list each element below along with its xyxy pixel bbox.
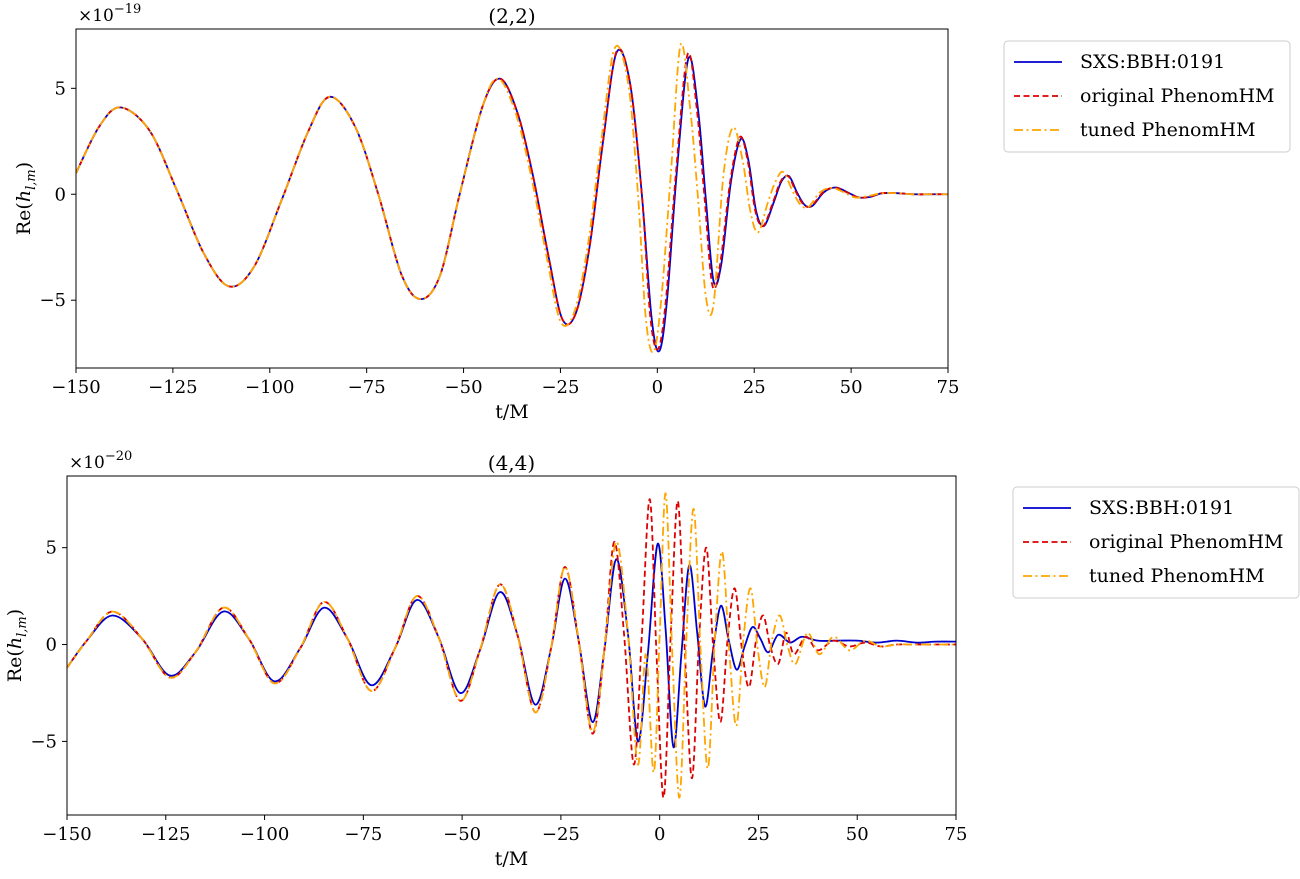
x-tick-label: −25 bbox=[542, 824, 580, 845]
y-tick-label: 5 bbox=[46, 538, 57, 559]
y-label-main: Re( bbox=[4, 649, 26, 682]
y-axis-label: Re(hl,m) bbox=[13, 162, 39, 235]
x-tick-label: 75 bbox=[937, 377, 960, 398]
legend: SXS:BBH:0191 original PhenomHM tuned Pheno… bbox=[1012, 486, 1300, 599]
x-tick-label: 25 bbox=[747, 824, 770, 845]
legend-label-1: SXS:BBH:0191 bbox=[1080, 51, 1225, 73]
scale-label: ×10−19 bbox=[78, 2, 141, 26]
series-line-2 bbox=[67, 498, 956, 799]
x-axis-label: t/M bbox=[495, 848, 529, 870]
y-label-close: ) bbox=[4, 609, 26, 616]
legend-label-3: tuned PhenomHM bbox=[1080, 119, 1256, 141]
series-group bbox=[67, 492, 956, 799]
scale-base: ×10 bbox=[69, 453, 105, 473]
x-tick-label: 25 bbox=[743, 377, 766, 398]
scale-exponent: −20 bbox=[105, 449, 132, 464]
y-tick-label: 0 bbox=[46, 635, 57, 656]
legend-label-3: tuned PhenomHM bbox=[1089, 565, 1265, 587]
y-tick-label: 5 bbox=[55, 78, 66, 99]
x-tick-label: −100 bbox=[245, 377, 294, 398]
x-tick-label: 50 bbox=[846, 824, 869, 845]
series-group bbox=[76, 42, 948, 354]
legend: SXS:BBH:0191 original PhenomHM tuned Pheno… bbox=[1003, 40, 1291, 153]
y-label-h: h bbox=[13, 190, 35, 202]
y-label-close: ) bbox=[13, 162, 35, 169]
x-tick-label: −125 bbox=[141, 824, 190, 845]
series-line-3 bbox=[67, 492, 956, 799]
y-label-h: h bbox=[4, 637, 26, 649]
x-tick-label: 0 bbox=[652, 377, 663, 398]
series-line-1 bbox=[67, 542, 956, 749]
x-tick-label: −125 bbox=[148, 377, 197, 398]
y-label-sub: l,m bbox=[15, 616, 30, 637]
x-tick-label: −50 bbox=[443, 824, 481, 845]
legend-label-2: original PhenomHM bbox=[1089, 531, 1284, 553]
plot-frame bbox=[75, 28, 949, 369]
scale-base: ×10 bbox=[78, 6, 114, 26]
x-tick-label: 50 bbox=[840, 377, 863, 398]
chart-panel-1: −150 −125 −100 −75 −50 −25 0 25 50 75−505(2,2)×10… bbox=[13, 2, 1291, 423]
x-tick-label: −150 bbox=[51, 377, 100, 398]
plot-frame bbox=[66, 475, 957, 816]
y-tick-label: 0 bbox=[55, 184, 66, 205]
legend-box bbox=[1003, 40, 1291, 153]
chart-panel-2: −150 −125 −100 −75 −50 −25 0 25 50 75−505(4,4)×10… bbox=[4, 449, 1300, 870]
y-axis-label: Re(hl,m) bbox=[4, 609, 30, 682]
y-label-main: Re( bbox=[13, 202, 35, 235]
legend-label-2: original PhenomHM bbox=[1080, 85, 1275, 107]
y-label-sub: l,m bbox=[24, 169, 39, 190]
legend-box bbox=[1012, 486, 1300, 599]
y-tick-label: −5 bbox=[30, 731, 57, 752]
x-tick-label: 75 bbox=[945, 824, 968, 845]
chart-title: (2,2) bbox=[488, 4, 535, 28]
x-tick-label: 0 bbox=[654, 824, 665, 845]
legend-label-1: SXS:BBH:0191 bbox=[1089, 497, 1234, 519]
x-tick-label: −100 bbox=[240, 824, 289, 845]
y-tick-label: −5 bbox=[39, 290, 66, 311]
series-line-3 bbox=[76, 42, 948, 354]
x-axis-label: t/M bbox=[495, 401, 529, 423]
scale-exponent: −19 bbox=[114, 2, 141, 17]
chart-title: (4,4) bbox=[488, 451, 535, 475]
series-line-2 bbox=[76, 48, 948, 351]
x-tick-label: −75 bbox=[348, 377, 386, 398]
x-tick-label: −50 bbox=[445, 377, 483, 398]
x-tick-label: −150 bbox=[42, 824, 91, 845]
scale-label: ×10−20 bbox=[69, 449, 132, 473]
x-tick-label: −75 bbox=[344, 824, 382, 845]
x-tick-label: −25 bbox=[541, 377, 579, 398]
